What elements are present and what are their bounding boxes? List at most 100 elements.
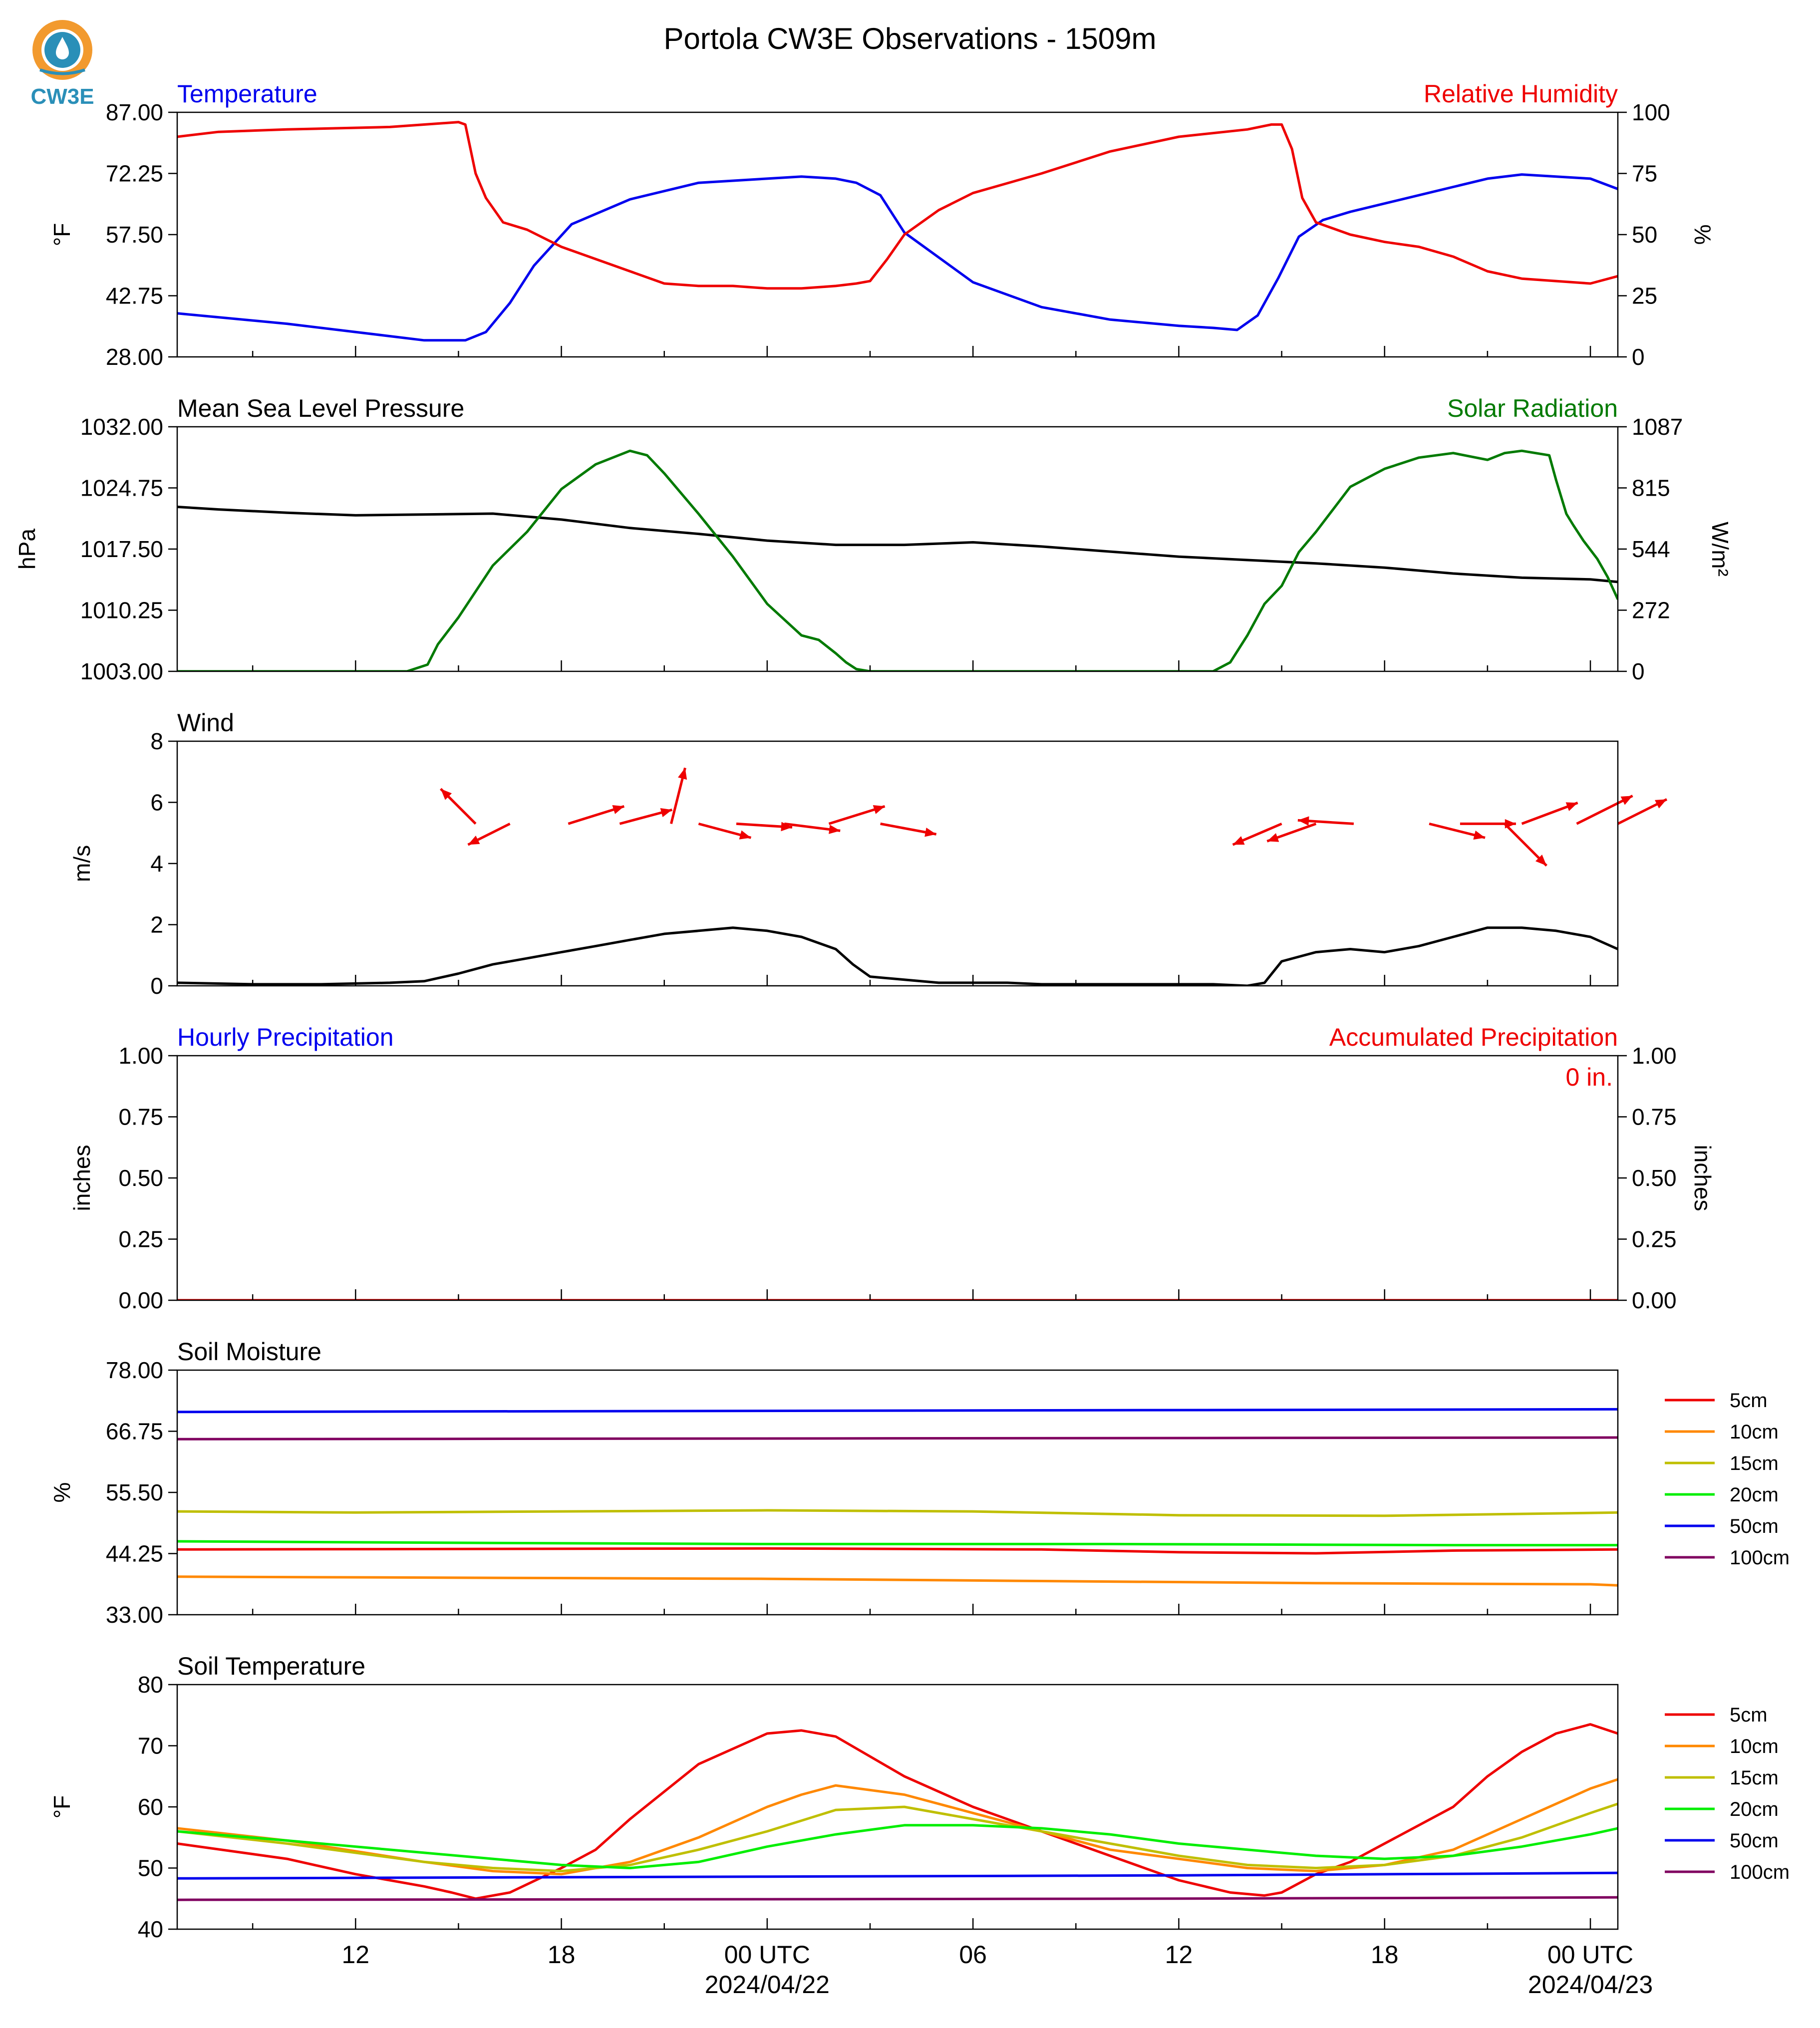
panel-6: 40 50 60 70 80 Soil Temperature °F 5cm 10cm 15cm 2…: [49, 1652, 1790, 1942]
y-tick-label: 33.00: [106, 1602, 163, 1628]
y-ticks-left: 33.00 44.25 55.50 66.75 78.00: [106, 1357, 177, 1628]
y-ticks-right: 0 272 544 815 1087: [1618, 414, 1683, 684]
wind-arrow: [440, 788, 477, 825]
x-tick-label: 12: [342, 1941, 370, 1969]
x-ticks: [252, 346, 1591, 357]
y-tick-label: 55.50: [106, 1479, 163, 1505]
legend-label: 10cm: [1730, 1421, 1779, 1443]
accumulated-precipitation-value: 0 in.: [1565, 1063, 1613, 1091]
wind-arrow: [1297, 816, 1354, 826]
series-line-5cm: [177, 1723, 1618, 1900]
panel-title-left: Temperature: [177, 80, 317, 108]
x-tick-label: 12: [1165, 1941, 1193, 1969]
wind-arrow: [784, 822, 841, 834]
panel-1: 28.00 42.75 57.50 72.25 87.00 0 25 50 75 100 Tempe…: [49, 80, 1716, 370]
y-tick-label: 28.00: [106, 344, 163, 370]
y-tick-label: 1087: [1632, 414, 1683, 440]
y-tick-label: 1.00: [1632, 1043, 1677, 1069]
y-tick-label: 1010.25: [80, 597, 163, 623]
series-line-wind-speed: [177, 926, 1618, 986]
x-tick-label: 00 UTC: [724, 1941, 810, 1969]
panel-title-left: Soil Temperature: [177, 1652, 365, 1680]
wind-arrow: [619, 808, 673, 825]
legend-label: 15cm: [1730, 1452, 1779, 1474]
y-axis-label-right: inches: [1690, 1145, 1716, 1211]
x-tick-label: 06: [959, 1941, 987, 1969]
y-tick-label: 50: [138, 1855, 163, 1881]
panel-4: 0.00 0.25 0.50 0.75 1.00 0.00 0.25 0.50 0.75 1.00…: [69, 1023, 1716, 1313]
y-tick-label: 6: [150, 790, 163, 816]
y-tick-label: 0.00: [118, 1287, 163, 1313]
wind-arrow: [736, 822, 793, 832]
logo-text: CW3E: [30, 84, 94, 109]
wind-arrow: [1429, 822, 1486, 840]
legend-label: 20cm: [1730, 1484, 1779, 1506]
y-tick-label: 0: [1632, 658, 1645, 684]
y-axis-label-left: inches: [69, 1145, 95, 1211]
y-tick-label: 60: [138, 1794, 163, 1820]
y-tick-label: 0.50: [118, 1165, 163, 1191]
legend: 5cm 10cm 15cm 20cm 50cm 100cm: [1665, 1390, 1790, 1569]
y-tick-label: 80: [138, 1672, 163, 1698]
plot-frame: [176, 1055, 1619, 1301]
wind-arrow: [1232, 823, 1282, 846]
wind-arrow: [1504, 823, 1548, 867]
panel-title-right: Solar Radiation: [1447, 394, 1618, 422]
y-ticks-right: 0.00 0.25 0.50 0.75 1.00: [1618, 1043, 1677, 1313]
series-line-relative-humidity: [177, 121, 1618, 290]
panel-5-series: [177, 1408, 1618, 1587]
y-tick-label: 72.25: [106, 161, 163, 187]
series-line-50cm: [177, 1871, 1618, 1880]
panel-3-series: [177, 926, 1618, 986]
y-ticks-right: 0 25 50 75 100: [1618, 99, 1670, 370]
wind-arrow: [670, 767, 687, 824]
y-tick-label: 2: [150, 912, 163, 938]
y-tick-label: 0.25: [118, 1226, 163, 1252]
x-ticks: [252, 1289, 1591, 1300]
panel-2: 1003.00 1010.25 1017.50 1024.75 1032.00 0 272 5…: [14, 394, 1733, 684]
y-tick-label: 1032.00: [80, 414, 163, 440]
panel-title-left: Hourly Precipitation: [177, 1023, 394, 1051]
wind-arrows: [440, 767, 1668, 867]
panel-title-left: Wind: [177, 709, 234, 737]
y-axis-label-left: hPa: [14, 529, 40, 570]
plot-frame: [176, 111, 1619, 358]
wind-arrow: [467, 823, 511, 846]
y-axis-label-right: W/m²: [1707, 522, 1733, 577]
series-line-mean-sea-level-pressure: [177, 506, 1618, 583]
y-tick-label: 87.00: [106, 99, 163, 125]
y-axis-label-left: %: [49, 1482, 75, 1503]
y-tick-label: 42.75: [106, 283, 163, 309]
x-ticks: [252, 1604, 1591, 1615]
panel-2-series: [177, 449, 1618, 671]
panel-title-right: Accumulated Precipitation: [1329, 1023, 1618, 1051]
y-tick-label: 25: [1632, 283, 1657, 309]
series-line-15cm: [177, 1509, 1618, 1517]
y-tick-label: 815: [1632, 475, 1670, 501]
panel-1-series: [177, 121, 1618, 342]
y-axis-label-left: °F: [49, 1795, 75, 1819]
series-line-temperature: [177, 173, 1618, 342]
y-tick-label: 75: [1632, 161, 1657, 187]
y-tick-label: 0.25: [1632, 1226, 1677, 1252]
y-tick-label: 50: [1632, 222, 1657, 248]
y-tick-label: 0.75: [1632, 1104, 1677, 1130]
wind-arrow: [1521, 802, 1578, 825]
y-axis-label-right: %: [1690, 225, 1716, 245]
legend-label: 20cm: [1730, 1798, 1779, 1820]
wind-arrow: [568, 805, 625, 825]
legend: 5cm 10cm 15cm 20cm 50cm 100cm: [1665, 1704, 1790, 1883]
x-tick-date-label: 2024/04/22: [705, 1971, 830, 1999]
cw3e-logo-icon: CW3E: [30, 20, 94, 109]
y-tick-label: 4: [150, 851, 163, 876]
y-tick-label: 0.50: [1632, 1165, 1677, 1191]
figure-title: Portola CW3E Observations - 1509m: [663, 22, 1156, 55]
panel-title-left: Mean Sea Level Pressure: [177, 394, 464, 422]
wind-arrow: [1617, 798, 1668, 825]
panel-6-series: [177, 1723, 1618, 1901]
y-axis-label-left: m/s: [69, 845, 95, 882]
y-tick-label: 0: [150, 973, 163, 999]
y-tick-label: 1024.75: [80, 475, 163, 501]
y-tick-label: 0: [1632, 344, 1645, 370]
